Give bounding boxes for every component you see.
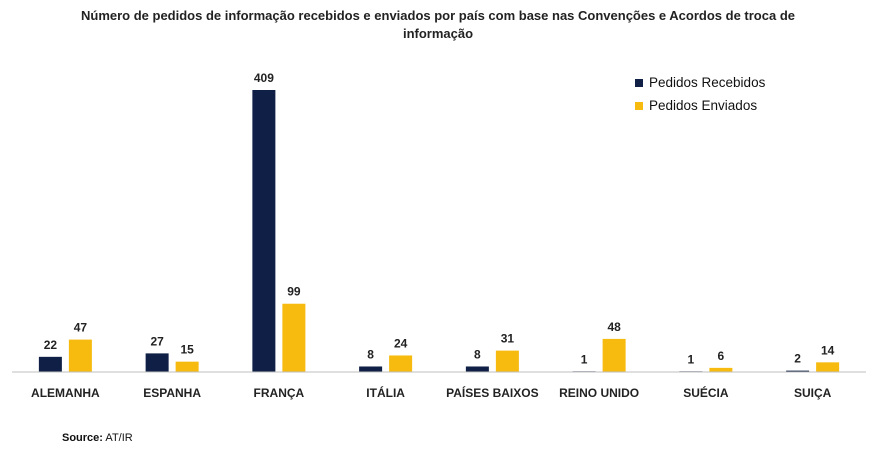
bar-recebidos-1 [145, 353, 169, 372]
data-label-enviados-3: 24 [394, 336, 408, 350]
bar-enviados-2 [282, 303, 306, 372]
source-text: AT/IR [105, 432, 133, 444]
data-label-recebidos-7: 2 [794, 352, 801, 366]
bar-recebidos-0 [38, 356, 62, 372]
data-label-enviados-0: 47 [74, 321, 88, 335]
category-label-4: PAÍSES BAIXOS [446, 385, 538, 400]
data-label-recebidos-4: 8 [474, 347, 481, 361]
bar-enviados-6 [709, 367, 733, 372]
bar-recebidos-7 [786, 370, 810, 372]
data-label-recebidos-1: 27 [150, 334, 164, 348]
legend: Pedidos Recebidos Pedidos Enviados [635, 75, 766, 113]
legend-swatch-recebidos [635, 79, 643, 87]
category-label-5: REINO UNIDO [559, 386, 639, 400]
data-label-recebidos-0: 22 [44, 338, 58, 352]
bar-recebidos-2 [252, 90, 276, 372]
bar-recebidos-4 [465, 366, 489, 372]
data-label-enviados-7: 14 [821, 343, 835, 357]
legend-swatch-enviados [635, 102, 643, 110]
category-label-0: ALEMANHA [31, 386, 100, 400]
category-label-1: ESPANHA [143, 386, 201, 400]
data-label-enviados-5: 48 [607, 320, 621, 334]
legend-label-enviados: Pedidos Enviados [649, 98, 757, 113]
data-label-enviados-4: 31 [501, 332, 515, 346]
category-label-6: SUÉCIA [683, 385, 729, 400]
source-label: Source: [62, 432, 103, 444]
data-labels-group: 22 47 27 15 409 99 8 24 8 31 1 48 1 6 2 14 [44, 71, 835, 366]
bar-enviados-5 [602, 338, 626, 372]
bar-recebidos-3 [359, 366, 383, 372]
category-labels-group: ALEMANHA ESPANHA FRANÇA ITÁLIA PAÍSES BAIXOS… [31, 385, 832, 400]
bar-chart: Número de pedidos de informação recebido… [12, 8, 866, 400]
data-label-recebidos-6: 1 [688, 352, 695, 366]
data-label-recebidos-3: 8 [367, 347, 374, 361]
data-label-enviados-1: 15 [180, 343, 194, 357]
category-label-3: ITÁLIA [366, 385, 405, 400]
legend-label-recebidos: Pedidos Recebidos [649, 75, 766, 90]
bar-enviados-1 [175, 361, 199, 372]
bar-enviados-0 [68, 339, 92, 372]
source-note: Source: AT/IR [62, 432, 133, 444]
data-label-enviados-2: 99 [287, 285, 301, 299]
bar-enviados-4 [495, 350, 519, 372]
category-label-7: SUIÇA [794, 386, 832, 400]
bar-enviados-3 [389, 355, 413, 372]
bar-enviados-7 [816, 362, 840, 372]
chart-title-line-2: informação [403, 26, 473, 41]
data-label-enviados-6: 6 [718, 349, 725, 363]
data-label-recebidos-2: 409 [254, 71, 274, 85]
bars-group [38, 90, 840, 372]
category-label-2: FRANÇA [254, 386, 305, 400]
chart-title-line-1: Número de pedidos de informação recebido… [81, 8, 795, 23]
data-label-recebidos-5: 1 [581, 352, 588, 366]
